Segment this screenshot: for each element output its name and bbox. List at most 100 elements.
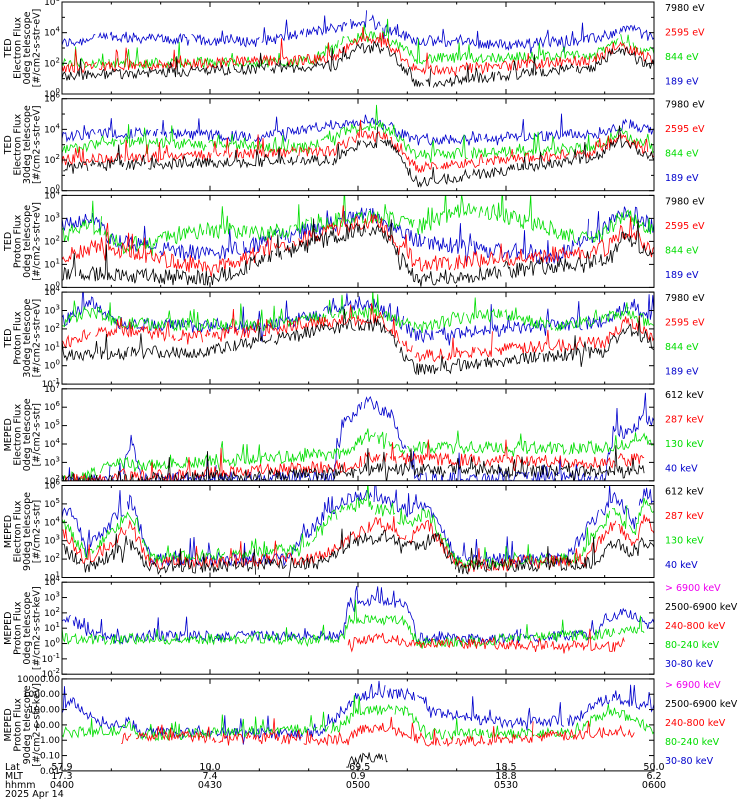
y-tick-label: 10000.00 [17,675,60,685]
y-tick-label: 101 [44,621,60,634]
y-axis-label: MEPEDProton Flux0deg telescope[#/cm2-s-s… [3,586,43,670]
y-tick-label: 0.01 [40,767,60,777]
legend-entry: 2595 eV [665,28,705,39]
x-tick-value: 0530 [494,780,518,791]
series-7980-ev-trace [62,218,654,287]
legend-entry: 30-80 keV [665,756,714,767]
y-tick-label: 10-1 [42,652,60,665]
x-tick-value: 50.0 [643,762,664,773]
legend-entry: 7980 eV [665,100,705,111]
legend-entry: 130 keV [665,439,704,450]
series-844-ev-trace [62,292,654,334]
y-tick-label: 102 [44,552,60,565]
x-tick-value: 6.2 [646,771,661,782]
x-tick-value: 0500 [346,780,370,791]
y-tick-label: 104 [44,575,60,588]
series-30-80-kev-trace [62,586,654,646]
y-tick-label: 102 [44,56,60,69]
x-row-label-hhmm: hhmm [5,780,36,791]
series-612-kev-trace [62,445,645,481]
series-844-ev-trace [62,104,654,163]
plot-frame [61,388,655,482]
y-tick-label: 101 [44,571,60,584]
series-2595-ev-trace [62,303,654,363]
x-tick-value: 18.5 [495,762,516,773]
legend-entry: 7980 eV [665,3,705,14]
y-tick-label: 0.10 [40,752,60,762]
legend-entry: 612 keV [665,390,704,401]
series-240-800-kev-trace [347,628,625,654]
series-189-ev-trace [62,113,654,146]
x-tick-value: -69.5 [346,762,371,773]
date-label: 2025 Apr 14 [5,789,64,800]
series-189-ev-trace [62,292,654,346]
legend-entry: 189 eV [665,173,699,184]
legend-entry: 7980 eV [665,196,705,207]
y-tick-label: 103 [44,304,60,317]
y-tick-label: 102 [44,322,60,335]
y-tick-label: 103 [44,534,60,547]
legend-entry: 844 eV [665,245,699,256]
legend-entry: 80-240 keV [665,640,720,651]
y-tick-label: 101 [44,257,60,270]
y-tick-label: 106 [44,0,60,8]
y-axis-label: MEPEDElectron Flux0deg telescope[#/cm2-s… [3,398,43,471]
y-tick-label: 102 [44,606,60,619]
y-tick-label: 103 [44,455,60,468]
y-tick-label: 10-1 [42,377,60,390]
x-tick-value: 17.3 [51,771,72,782]
y-tick-label: 100 [44,87,60,100]
legend-entry: 2500-6900 keV [665,699,738,710]
x-tick-value: 7.4 [202,771,217,782]
series-844-ev-trace [62,195,654,256]
plot-frame [61,1,655,95]
y-axis-label: TEDProton Flux0deg telescope[#/cm2-s-str… [3,202,43,281]
legend-entry: 40 keV [665,463,698,474]
y-tick-label: 106 [44,400,60,413]
legend-entry: 240-800 keV [665,621,726,632]
legend-entry: 189 eV [665,77,699,88]
y-axis-label: MEPEDElectron Flux90deg telescope[#/cm2-… [3,492,43,571]
legend-entry: 30-80 keV [665,659,714,670]
x-tick-value: 0430 [198,780,222,791]
legend-entry: 2500-6900 keV [665,602,738,613]
y-tick-label: 1000.00 [23,690,60,700]
x-tick-value: 18.8 [495,771,516,782]
y-axis-label: MEPEDProton Flux90deg telescope[#/cm2-s-… [3,683,43,767]
y-tick-label: 103 [44,211,60,224]
y-tick-label: 102 [44,234,60,247]
y-tick-label: 105 [44,497,60,510]
legend-entry: 80-240 keV [665,737,720,748]
y-tick-label: 1.00 [40,736,60,746]
y-tick-label: 104 [44,188,60,201]
legend-entry: 844 eV [665,52,699,63]
y-tick-label: 102 [44,474,60,487]
y-tick-label: 103 [44,591,60,604]
x-tick-value: 10.0 [199,762,220,773]
y-tick-label: 106 [44,479,60,492]
legend-entry: 844 eV [665,149,699,160]
series-287-kev-trace [62,514,654,573]
legend-entry: 2595 eV [665,318,705,329]
series-2500-6900-kev-trace [347,752,388,767]
series-80-240-kev-trace [62,599,645,649]
legend-entry: 240-800 keV [665,718,726,729]
x-row-label-lat: Lat [5,762,20,773]
y-tick-label: 100.00 [29,706,61,716]
legend-entry: 612 keV [665,487,704,498]
y-tick-label: 104 [44,285,60,298]
y-tick-label: 105 [44,419,60,432]
series-2595-ev-trace [62,205,654,277]
y-tick-label: 10.00 [34,721,60,731]
legend-entry: 130 keV [665,536,704,547]
legend-entry: 189 eV [665,367,699,378]
legend-entry: 287 keV [665,414,704,425]
x-tick-value: 0400 [50,780,74,791]
series-189-ev-trace [62,206,654,265]
